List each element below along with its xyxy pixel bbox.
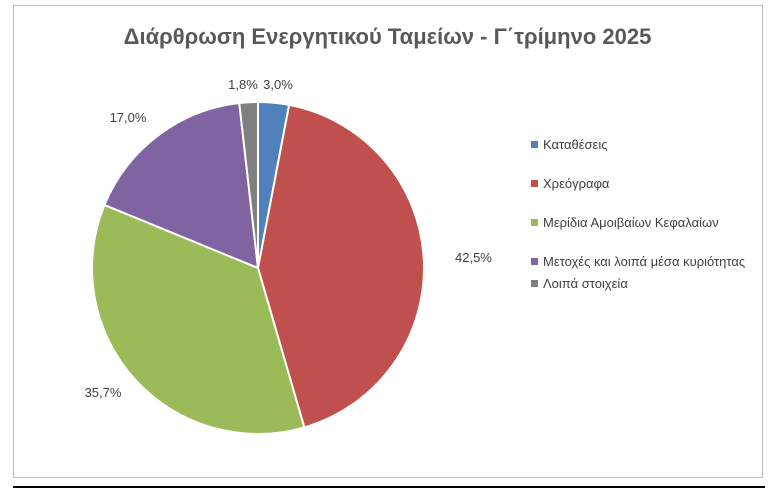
slice-label-other: 1,8%: [228, 77, 258, 92]
legend-item-shares: Μετοχές και λοιπά μέσα κυριότητας: [531, 253, 761, 270]
pie-slice-shares: [103, 101, 260, 270]
slice-label-shares: 17,0%: [110, 110, 147, 125]
legend-swatch-securities: [531, 180, 538, 187]
legend-item-mutual-fund-units: Μερίδια Αμοιβαίων Κεφαλαίων: [531, 214, 761, 231]
slice-label-securities: 42,5%: [455, 250, 492, 265]
legend-label-securities: Χρεόγραφα: [543, 176, 610, 191]
legend-item-other: Λοιπά στοιχεία: [531, 275, 761, 292]
legend-label-shares: Μετοχές και λοιπά μέσα κυριότητας: [543, 254, 746, 269]
pie-slice-other: [238, 100, 259, 269]
bottom-rule: [13, 486, 765, 488]
legend: Καταθέσεις Χρεόγραφα Μερίδια Αμοιβαίων Κ…: [531, 136, 761, 314]
chart-title: Διάρθρωση Ενεργητικού Ταμείων - Γ΄τρίμην…: [123, 24, 652, 49]
legend-swatch-shares: [531, 258, 538, 265]
pie-slice-mutual-fund-units: [91, 203, 306, 435]
legend-item-securities: Χρεόγραφα: [531, 175, 761, 192]
slice-label-mutual-fund-units: 35,7%: [85, 385, 122, 400]
slice-label-deposits: 3,0%: [263, 77, 293, 92]
legend-label-other: Λοιπά στοιχεία: [543, 276, 628, 291]
legend-label-deposits: Καταθέσεις: [543, 137, 608, 152]
legend-swatch-deposits: [531, 141, 538, 148]
legend-item-deposits: Καταθέσεις: [531, 136, 761, 153]
legend-swatch-mutual-fund-units: [531, 219, 538, 226]
legend-swatch-other: [531, 280, 538, 287]
legend-label-mutual-fund-units: Μερίδια Αμοιβαίων Κεφαλαίων: [543, 215, 719, 230]
pie-slice-securities: [256, 103, 425, 429]
